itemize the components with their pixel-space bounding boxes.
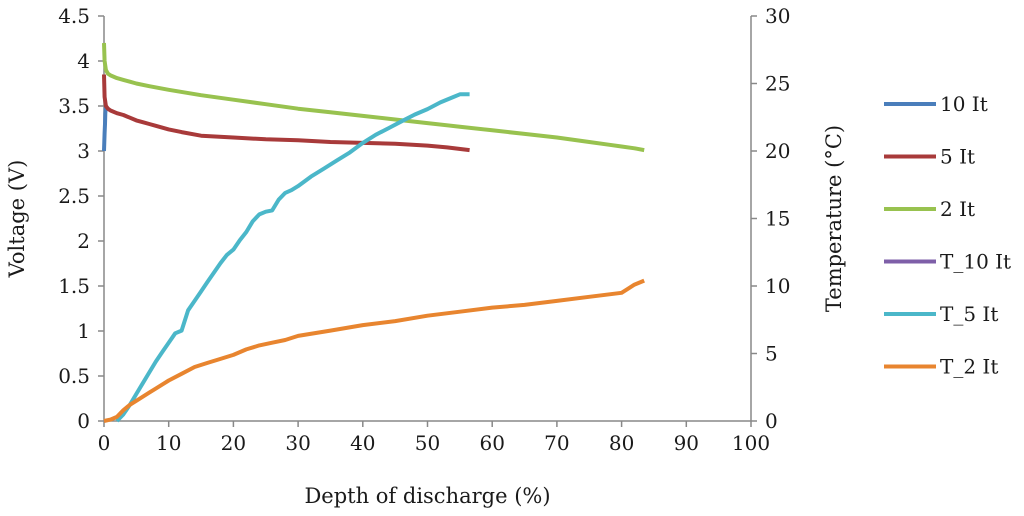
x-tick-label: 80 — [609, 431, 634, 455]
y2-tick-label: 5 — [765, 342, 778, 366]
y-tick-label: 2.5 — [58, 184, 90, 208]
series-line-t-5-it — [115, 92, 470, 423]
series-line-10-it — [102, 105, 108, 152]
y2-tick-label: 25 — [765, 72, 790, 96]
x-tick-label: 70 — [544, 431, 569, 455]
x-axis-title: Depth of discharge (%) — [304, 484, 550, 508]
y-tick-label: 0 — [77, 409, 90, 433]
x-tick-label: 100 — [732, 431, 770, 455]
legend: 10 It 5 It 2 It T_10 It T_5 It T_2 It — [884, 92, 1011, 379]
y-tick-label: 3.5 — [58, 94, 90, 118]
x-tick-label: 50 — [415, 431, 440, 455]
y2-tick-label: 20 — [765, 139, 790, 163]
y-tick-label: 1.5 — [58, 274, 90, 298]
legend-label-t-5-it: T_5 It — [940, 302, 998, 326]
plot-area: 0 10 20 30 40 50 60 70 80 90 10000.511.522.533.544… — [58, 4, 790, 455]
legend-label-5-it: 5 It — [940, 145, 975, 169]
y2-tick-label: 30 — [765, 4, 790, 28]
axis-ticks: 0 10 20 30 40 50 60 70 80 90 10000.511.522.533.544… — [58, 4, 790, 455]
series-line-5-it — [102, 74, 470, 153]
x-tick-label: 30 — [285, 431, 310, 455]
x-tick-label: 20 — [221, 431, 246, 455]
series-group — [102, 42, 645, 423]
y-tick-label: 1 — [77, 319, 90, 343]
x-tick-label: 60 — [479, 431, 504, 455]
x-tick-label: 0 — [98, 431, 111, 455]
series-line-t-2-it — [103, 278, 645, 423]
y2-tick-label: 15 — [765, 207, 790, 231]
y-axis-left-title: Voltage (V) — [5, 160, 29, 279]
legend-label-2-it: 2 It — [940, 197, 975, 221]
legend-label-t-2-it: T_2 It — [940, 355, 998, 379]
x-tick-label: 10 — [156, 431, 181, 455]
y-tick-label: 3 — [77, 139, 90, 163]
y-tick-label: 4.5 — [58, 4, 90, 28]
y2-tick-label: 10 — [765, 274, 790, 298]
y-axis-right-title: Temperature (°C) — [822, 125, 846, 312]
series-line-2-it — [102, 42, 645, 153]
y-tick-label: 2 — [77, 229, 90, 253]
x-tick-label: 40 — [350, 431, 375, 455]
y-tick-label: 4 — [77, 49, 90, 73]
y2-tick-label: 0 — [765, 409, 778, 433]
legend-label-t-10-it: T_10 It — [940, 250, 1011, 274]
x-tick-label: 90 — [674, 431, 699, 455]
legend-label-10-it: 10 It — [940, 92, 988, 116]
y-tick-label: 0.5 — [58, 364, 90, 388]
